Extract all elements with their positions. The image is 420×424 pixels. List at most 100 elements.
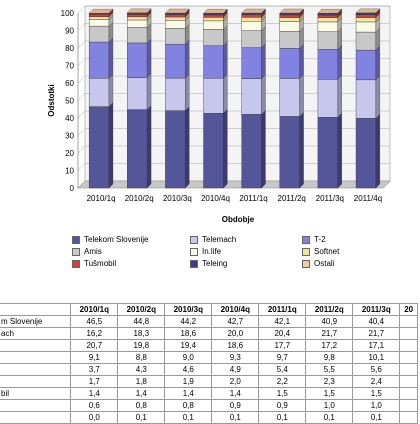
bar-segment [127,17,147,20]
bar-segment [318,18,338,22]
bar-segment [356,32,376,50]
x-tick-label: 2010/2q [125,194,154,203]
bar-segment [280,78,300,116]
legend-item: Tušmobil [72,259,190,268]
table-cell: 18,6 [165,328,212,340]
legend-label: Softnet [314,247,339,256]
table-cell: 21,7 [306,328,353,340]
bar-segment [242,15,262,18]
bar-segment [204,29,224,45]
table-header-cell: 2011/3q [353,304,400,316]
legend-item: Softnet [302,247,392,256]
bar-segment [356,22,376,32]
table-row-label [0,364,71,376]
table-cell [400,376,418,388]
table-cell: 9,3 [212,352,259,364]
bar-segment-side [109,103,113,188]
bar-segment-side [300,112,304,188]
bar-segment [242,17,262,21]
legend-label: Telekom Slovenije [84,235,148,244]
bar-segment [318,32,338,50]
bar-segment [242,48,262,79]
table-cell: 1,4 [118,388,165,400]
bar-segment [204,13,224,15]
table-cell: 2,3 [306,376,353,388]
legend-label: In.life [202,247,221,256]
bar-segment-side [338,75,342,117]
bar-segment-side [147,106,151,188]
table-cell: 19,4 [165,340,212,352]
table-row-label: ach [0,328,71,340]
bar-segment [356,118,376,188]
table-cell: 3,7 [71,364,118,376]
table-row-label: bil [0,388,71,400]
table-cell: 0,1 [212,412,259,424]
y-tick-label: 60 [65,79,74,88]
bar-segment [165,17,185,20]
table-cell: 0,8 [118,400,165,412]
bar-segment-side [376,76,380,119]
table-cell: 9,8 [306,352,353,364]
bar-segment-side [261,75,265,115]
bar-segment [165,13,185,14]
legend-swatch [190,248,198,256]
table-row-label [0,400,71,412]
legend-item: Telemach [190,235,302,244]
table-cell: 19,8 [118,340,165,352]
y-tick-label: 20 [65,149,74,158]
y-tick-label: 90 [65,27,74,36]
table-cell: 46,5 [71,316,118,328]
bar-top [127,9,151,13]
x-tick-label: 2011/1q [239,194,267,203]
bar-segment-side [185,107,189,188]
bar-segment [165,15,185,17]
bar-segment [204,15,224,17]
legend-swatch [302,260,310,268]
table-cell: 42,7 [212,316,259,328]
table-cell: 2,4 [353,376,400,388]
x-tick-label: 2011/4q [354,194,382,203]
table-cell: 2,2 [259,376,306,388]
table-cell: 20,7 [71,340,118,352]
bar-segment [127,78,147,110]
legend-swatch [72,236,80,244]
bar-segment-side [185,40,189,78]
legend-item: Telekom Slovenije [72,235,190,244]
bar-segment [204,78,224,113]
y-tick-label: 50 [65,97,74,106]
bar-segment-side [223,42,227,79]
table-cell: 1,9 [165,376,212,388]
x-tick-label: 2010/1q [87,194,116,203]
table-cell: 1,4 [165,388,212,400]
bar-segment-side [300,44,304,78]
legend-item: T-2 [302,235,392,244]
table-corner-cell [0,304,71,316]
bar-segment [356,15,376,18]
bar-segment [89,26,109,42]
bar-segment [242,114,262,188]
y-tick-label: 80 [65,44,74,53]
bar-segment [318,13,338,15]
table-cell: 8,8 [118,352,165,364]
bar-segment [165,28,185,44]
table-cell: 0,0 [71,412,118,424]
table-cell: 1,5 [259,388,306,400]
bar-segment-side [261,44,265,79]
bar-segment-side [338,45,342,79]
table-cell [400,388,418,400]
bar-segment-side [223,109,227,188]
y-tick-label: 100 [61,9,75,18]
bar-segment [127,28,147,43]
bar-segment [242,31,262,48]
bar-segment [127,14,147,16]
bar-segment [89,20,109,26]
table-header-cell: 2011/2q [306,304,353,316]
bar-segment-side [376,46,380,80]
table-cell [400,328,418,340]
table-cell: 5,6 [353,364,400,376]
gridline-diagonal [78,94,85,101]
bar-segment [89,78,109,106]
